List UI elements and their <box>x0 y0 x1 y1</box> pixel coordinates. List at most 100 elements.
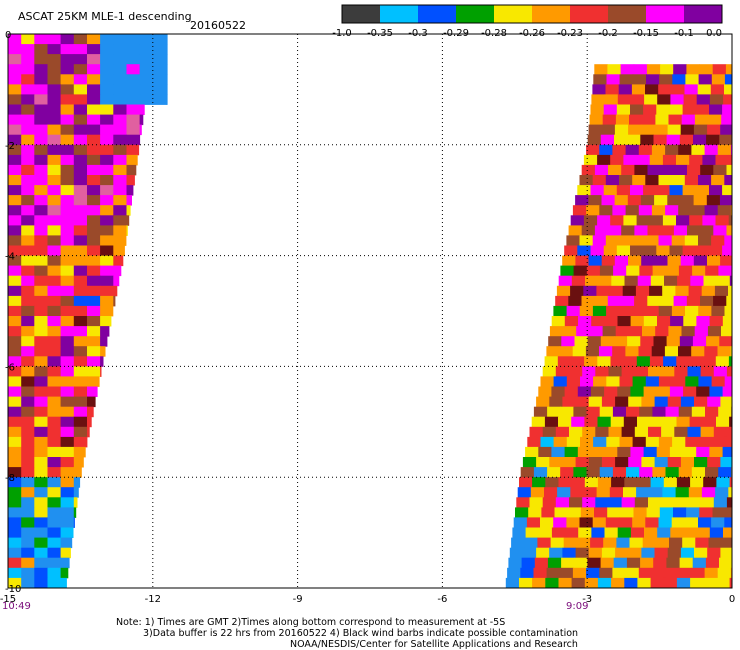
heatmap-cell <box>638 205 653 216</box>
heatmap-cell <box>588 396 603 408</box>
heatmap-cell <box>21 74 35 85</box>
heatmap-cell <box>8 94 22 105</box>
heatmap-cell <box>73 396 88 408</box>
heatmap-cell <box>532 577 546 589</box>
heatmap-cell <box>662 215 677 226</box>
heatmap-cell <box>663 577 678 589</box>
heatmap-cell <box>47 517 62 528</box>
heatmap-cell <box>165 84 168 95</box>
heatmap-cell <box>34 396 48 408</box>
heatmap-cell <box>605 235 620 246</box>
colorbar-swatch <box>342 5 381 23</box>
heatmap-cell <box>100 114 114 126</box>
heatmap-cell <box>632 74 647 85</box>
heatmap-cell <box>564 245 578 256</box>
heatmap-cell <box>676 215 690 226</box>
colorbar-tick-label: -0.2 <box>598 28 618 39</box>
heatmap-cell <box>537 537 551 549</box>
heatmap-cell <box>87 185 101 196</box>
heatmap-cell <box>60 255 75 267</box>
heatmap-cell <box>524 537 538 549</box>
heatmap-cell <box>679 134 694 146</box>
heatmap-cell <box>628 547 642 559</box>
heatmap-cell <box>87 175 101 186</box>
heatmap-cell <box>73 205 88 216</box>
heatmap-cell <box>100 235 114 246</box>
heatmap-cell <box>728 154 733 166</box>
heatmap-cell <box>544 356 559 367</box>
heatmap-cell <box>87 154 101 166</box>
heatmap-cell <box>680 547 695 559</box>
heatmap-cell <box>21 154 35 166</box>
heatmap-cell <box>100 336 108 347</box>
heatmap-cell <box>73 144 88 156</box>
heatmap-cell <box>608 164 622 176</box>
heatmap-cell <box>632 436 647 448</box>
heatmap-cell <box>682 104 697 115</box>
heatmap-cell <box>638 144 653 156</box>
heatmap-cell <box>698 376 712 387</box>
heatmap-cell <box>590 446 605 458</box>
heatmap-cell <box>713 225 727 236</box>
heatmap-cell <box>711 517 725 528</box>
heatmap-cell <box>21 467 35 478</box>
heatmap-cell <box>705 467 719 478</box>
heatmap-cell <box>73 436 88 448</box>
colorbar-swatch <box>380 5 419 23</box>
heatmap-cell <box>73 104 88 115</box>
heatmap-cell <box>73 134 88 146</box>
heatmap-cell <box>8 477 22 488</box>
heatmap-cell <box>47 426 62 438</box>
heatmap-cell <box>87 44 101 55</box>
heatmap-cell <box>660 64 674 75</box>
heatmap-cell <box>590 104 605 115</box>
heatmap-cell <box>73 54 88 65</box>
heatmap-cell <box>690 577 704 589</box>
heatmap-cell <box>664 346 679 357</box>
heatmap-cell <box>618 84 633 95</box>
heatmap-cell <box>529 426 544 438</box>
heatmap-cell <box>603 185 618 196</box>
heatmap-cell <box>601 124 616 136</box>
heatmap-cell <box>87 124 101 136</box>
heatmap-cell <box>683 316 697 327</box>
heatmap-cell <box>8 205 22 216</box>
heatmap-cell <box>47 577 62 589</box>
heatmap-cell <box>47 114 62 126</box>
heatmap-cell <box>553 517 567 528</box>
heatmap-cell <box>87 376 100 387</box>
heatmap-cell <box>34 54 48 65</box>
heatmap-cell <box>614 124 629 136</box>
heatmap-cell <box>60 336 75 347</box>
heatmap-cell <box>665 406 680 418</box>
heatmap-cell <box>21 356 35 367</box>
heatmap-cell <box>645 436 660 448</box>
heatmap-cell <box>139 74 154 85</box>
left-swath-time: 10:49 <box>2 601 31 612</box>
heatmap-cell <box>728 487 733 498</box>
heatmap-cell <box>549 547 563 559</box>
heatmap-cell <box>660 225 675 236</box>
heatmap-cell <box>722 446 733 458</box>
heatmap-cell <box>666 134 681 146</box>
heatmap-cell <box>530 487 545 498</box>
heatmap-cell <box>650 577 665 589</box>
heatmap-cell <box>690 275 704 287</box>
heatmap-cell <box>663 356 677 367</box>
heatmap-cell <box>21 134 35 146</box>
heatmap-cell <box>152 54 167 65</box>
heatmap-cell <box>624 275 639 287</box>
heatmap-cell <box>509 547 524 559</box>
heatmap-cell <box>674 497 688 508</box>
heatmap-cell <box>583 215 598 226</box>
heatmap-cell <box>675 285 689 297</box>
heatmap-cell <box>645 305 660 317</box>
heatmap-cell <box>633 64 648 75</box>
heatmap-cell <box>47 376 62 387</box>
heatmap-cell <box>100 285 114 297</box>
heatmap-cell <box>21 446 35 458</box>
heatmap-cell <box>645 84 659 95</box>
heatmap-cell <box>87 104 101 115</box>
heatmap-cell <box>608 366 623 377</box>
heatmap-cell <box>664 275 678 287</box>
